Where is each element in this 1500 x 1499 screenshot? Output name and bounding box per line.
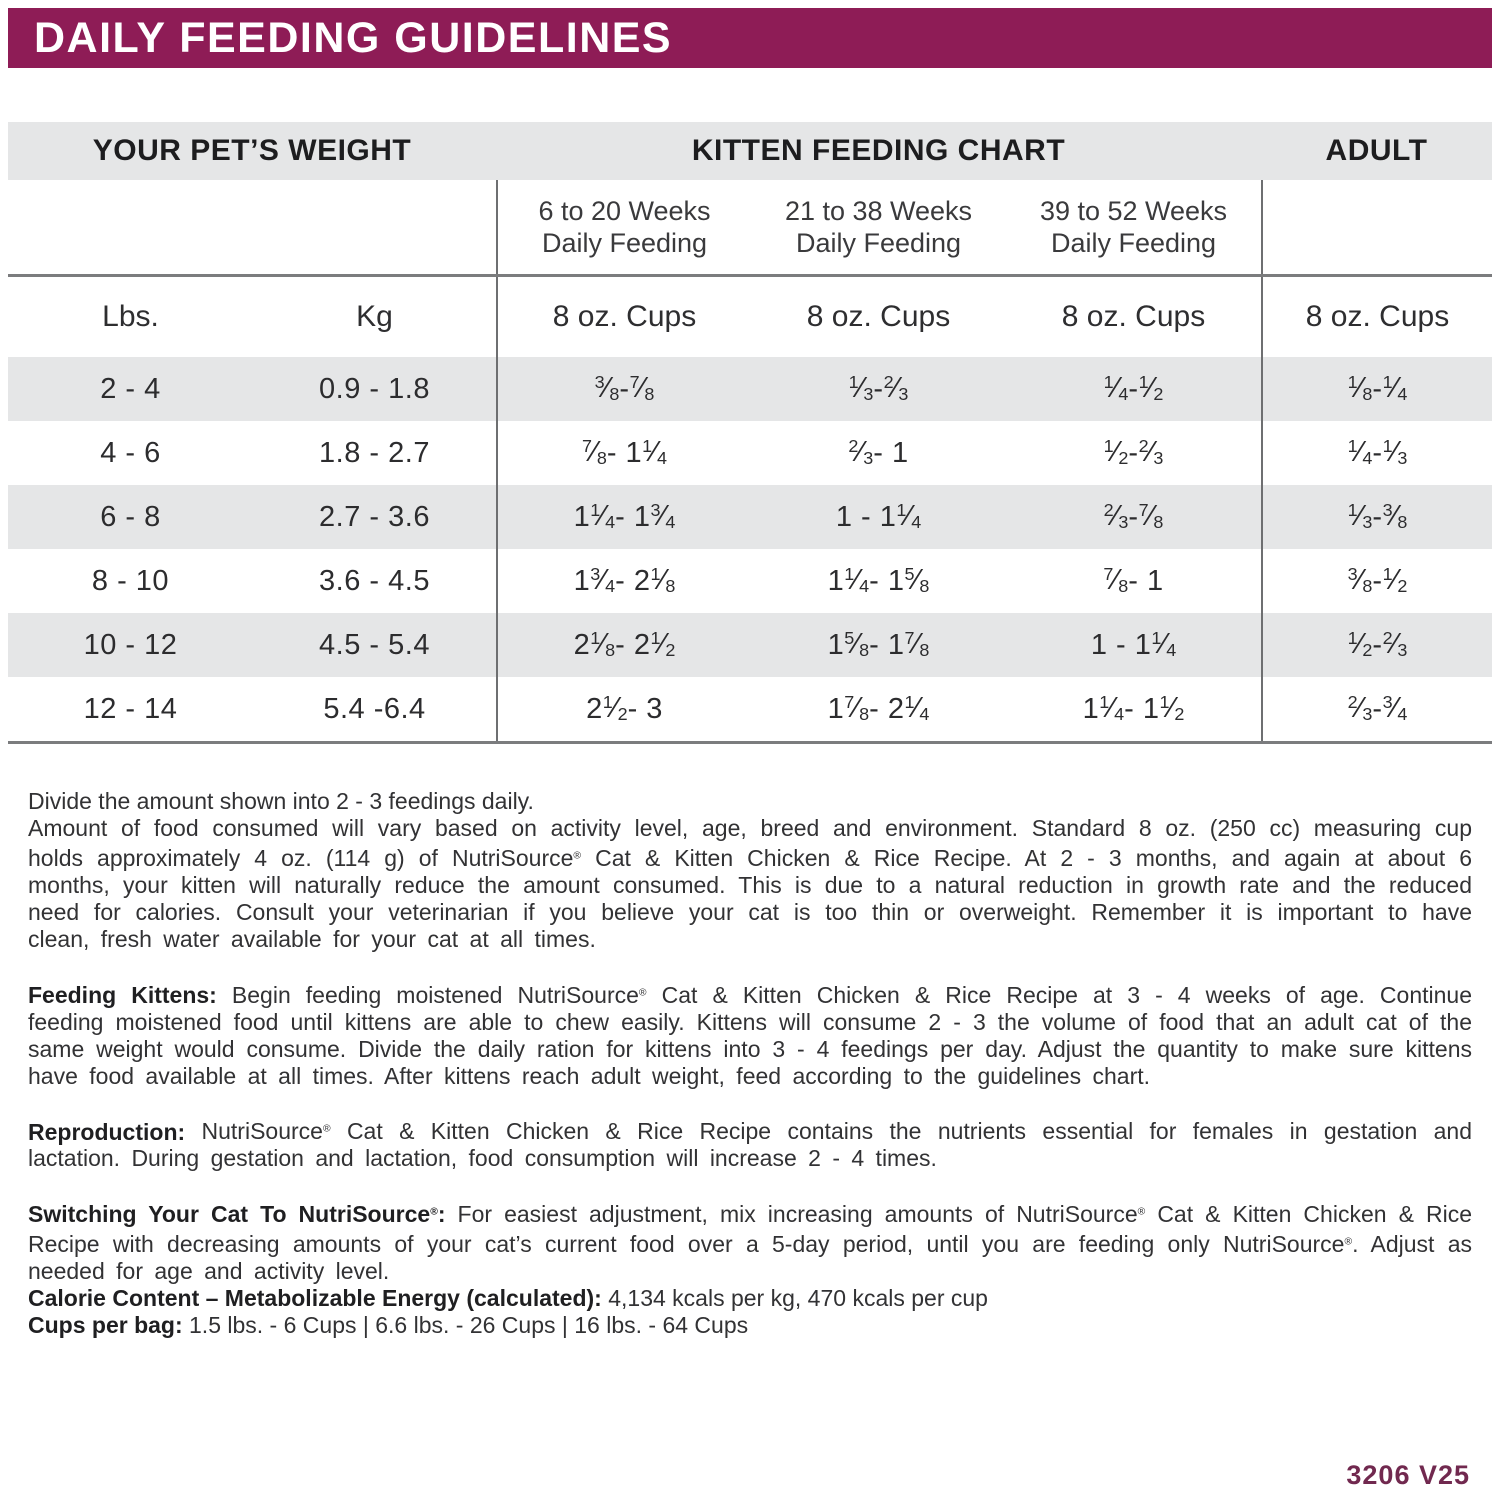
note-paragraph: Amount of food consumed will vary based … [28,815,1472,953]
calorie-content-label: Calorie Content – Metabolizable Energy (… [28,1284,602,1311]
feeding-39-52-weeks-cell: 7⁄8 - 1 [1103,564,1164,597]
adult-feeding-cell: 1⁄4 - 1⁄3 [1261,421,1492,485]
group-header-kitten-feeding-chart: KITTEN FEEDING CHART [691,134,1066,167]
note-label: Feeding Kittens: [28,981,232,1008]
feeding-39-52-weeks-cell: 1⁄2 - 2⁄3 [1103,436,1164,469]
note-label: Switching Your Cat To NutriSource®: [28,1201,458,1227]
feeding-6-20-weeks-cell: 7⁄8 - 1 1⁄4 [496,421,751,485]
table-group-header-row: YOUR PET’S WEIGHT KITTEN FEEDING CHART A… [8,122,1492,180]
calorie-content-value: 4,134 kcals per kg, 470 kcals per cup [608,1284,988,1311]
weight-kg-cell: 0.9 - 1.8 [319,372,430,405]
unit-header-kg: Kg [356,300,393,333]
group-header-adult: ADULT [1325,134,1428,167]
feeding-21-38-weeks-cell: 1 1⁄4 - 1 5⁄8 [827,564,930,597]
unit-header-cups-3: 8 oz. Cups [1061,300,1206,333]
weight-kg-cell: 1.8 - 2.7 [319,436,430,469]
feeding-6-20-weeks-cell: 1 3⁄4 - 2 1⁄8 [496,549,751,613]
table-horizontal-rule-bottom [8,741,1492,744]
feeding-39-52-weeks-cell: 2⁄3 - 7⁄8 [1103,500,1164,533]
unit-header-cups-1: 8 oz. Cups [496,277,751,357]
feeding-21-38-weeks-cell: 1 - 1 1⁄4 [835,500,922,533]
adult-feeding-cell: 1⁄3 - 3⁄8 [1261,485,1492,549]
weight-lbs-cell: 10 - 12 [83,628,178,661]
table-week-header-row: 6 to 20 Weeks Daily Feeding 21 to 38 Wee… [8,180,1492,274]
note-paragraph: Switching Your Cat To NutriSource®: For … [28,1198,1472,1285]
cups-per-bag-value: 1.5 lbs. - 6 Cups | 6.6 lbs. - 26 Cups |… [189,1311,749,1338]
weight-kg-cell: 2.7 - 3.6 [319,500,430,533]
calorie-content-line: Calorie Content – Metabolizable Energy (… [28,1285,1472,1312]
notes-section: Divide the amount shown into 2 - 3 feedi… [28,788,1472,1339]
feeding-21-38-weeks-cell: 2⁄3 - 1 [848,436,909,469]
feeding-21-38-weeks-cell: 1 5⁄8 - 1 7⁄8 [827,628,930,661]
weight-kg-cell: 3.6 - 4.5 [319,564,430,597]
daily-feeding-label: Daily Feeding [541,228,708,258]
group-header-pet-weight: YOUR PET’S WEIGHT [92,134,412,167]
note-label: Reproduction: [28,1118,202,1145]
adult-feeding-cell: 3⁄8 - 1⁄2 [1261,549,1492,613]
unit-header-cups-adult: 8 oz. Cups [1261,277,1492,357]
feeding-6-20-weeks-cell: 2 1⁄2 - 3 [496,677,751,741]
feeding-6-20-weeks-cell: 3⁄8 - 7⁄8 [496,357,751,421]
week-range-label: 39 to 52 Weeks [1039,196,1228,226]
feeding-21-38-weeks-cell: 1⁄3 - 2⁄3 [848,372,909,405]
unit-header-cups-2: 8 oz. Cups [806,300,951,333]
adult-feeding-cell: 1⁄2 - 2⁄3 [1261,613,1492,677]
weight-kg-cell: 5.4 -6.4 [323,692,426,725]
note-paragraph: Reproduction: NutriSource® Cat & Kitten … [28,1116,1472,1173]
page-title: DAILY FEEDING GUIDELINES [34,13,673,62]
note-text: NutriSource® Cat & Kitten Chicken & Rice… [28,1118,1472,1172]
weight-kg-cell: 4.5 - 5.4 [319,628,430,661]
feeding-rows: 2 - 4 0.9 - 1.8 3⁄8 - 7⁄8 1⁄3 - 2⁄3 1⁄4 - 1⁄… [8,357,1492,741]
daily-feeding-banner: DAILY FEEDING GUIDELINES [8,8,1492,68]
unit-header-lbs: Lbs. [102,300,159,333]
table-row: 6 - 8 2.7 - 3.6 1 1⁄4 - 1 3⁄4 1 - 1 1⁄4 2⁄3 … [8,485,1492,549]
note-text: Amount of food consumed will vary based … [28,815,1472,952]
daily-feeding-label: Daily Feeding [795,228,962,258]
week-header-6-20: 6 to 20 Weeks Daily Feeding [496,180,751,274]
table-row: 4 - 6 1.8 - 2.7 7⁄8 - 1 1⁄4 2⁄3 - 1 1⁄2 - 2⁄… [8,421,1492,485]
daily-feeding-label: Daily Feeding [1050,228,1217,258]
adult-feeding-cell: 1⁄8 - 1⁄4 [1261,357,1492,421]
table-unit-header-row: Lbs. Kg 8 oz. Cups 8 oz. Cups 8 oz. Cups… [8,277,1492,357]
weight-lbs-cell: 4 - 6 [100,436,161,469]
note-text: Begin feeding moistened NutriSource® Cat… [28,981,1473,1089]
week-header-39-52: 39 to 52 Weeks Daily Feeding [1006,180,1261,274]
weight-lbs-cell: 8 - 10 [91,564,170,597]
footer-code: 3206 V25 [1346,1460,1470,1490]
cups-per-bag-line: Cups per bag: 1.5 lbs. - 6 Cups | 6.6 lb… [28,1312,1472,1339]
feeding-39-52-weeks-cell: 1⁄4 - 1⁄2 [1103,372,1164,405]
week-header-adult-spacer [1261,180,1492,274]
table-row: 10 - 12 4.5 - 5.4 2 1⁄8 - 2 1⁄2 1 5⁄8 - 1 7… [8,613,1492,677]
feeding-21-38-weeks-cell: 1 7⁄8 - 2 1⁄4 [827,692,930,725]
table-row: 12 - 14 5.4 -6.4 2 1⁄2 - 3 1 7⁄8 - 2 1⁄4 1 1… [8,677,1492,741]
feeding-table: YOUR PET’S WEIGHT KITTEN FEEDING CHART A… [8,122,1492,744]
feeding-39-52-weeks-cell: 1 1⁄4 - 1 1⁄2 [1082,692,1185,725]
week-header-spacer [8,180,496,274]
table-row: 2 - 4 0.9 - 1.8 3⁄8 - 7⁄8 1⁄3 - 2⁄3 1⁄4 - 1⁄… [8,357,1492,421]
note-paragraphs: Amount of food consumed will vary based … [28,815,1472,1285]
weight-lbs-cell: 12 - 14 [83,692,178,725]
weight-lbs-cell: 2 - 4 [100,372,161,405]
adult-feeding-cell: 2⁄3 - 3⁄4 [1261,677,1492,741]
table-horizontal-rule-top [8,274,1492,277]
week-header-21-38: 21 to 38 Weeks Daily Feeding [751,180,1006,274]
table-row: 8 - 10 3.6 - 4.5 1 3⁄4 - 2 1⁄8 1 1⁄4 - 1 5⁄… [8,549,1492,613]
cups-per-bag-label: Cups per bag: [28,1311,183,1338]
feeding-6-20-weeks-cell: 1 1⁄4 - 1 3⁄4 [496,485,751,549]
divide-feedings-line: Divide the amount shown into 2 - 3 feedi… [28,788,534,814]
week-range-label: 6 to 20 Weeks [538,196,711,226]
feeding-39-52-weeks-cell: 1 - 1 1⁄4 [1090,628,1177,661]
note-text: For easiest adjustment, mix increasing a… [28,1201,1472,1284]
weight-lbs-cell: 6 - 8 [100,500,161,533]
note-paragraph: Feeding Kittens: Begin feeding moistened… [28,979,1472,1090]
week-range-label: 21 to 38 Weeks [784,196,973,226]
feeding-6-20-weeks-cell: 2 1⁄8 - 2 1⁄2 [496,613,751,677]
